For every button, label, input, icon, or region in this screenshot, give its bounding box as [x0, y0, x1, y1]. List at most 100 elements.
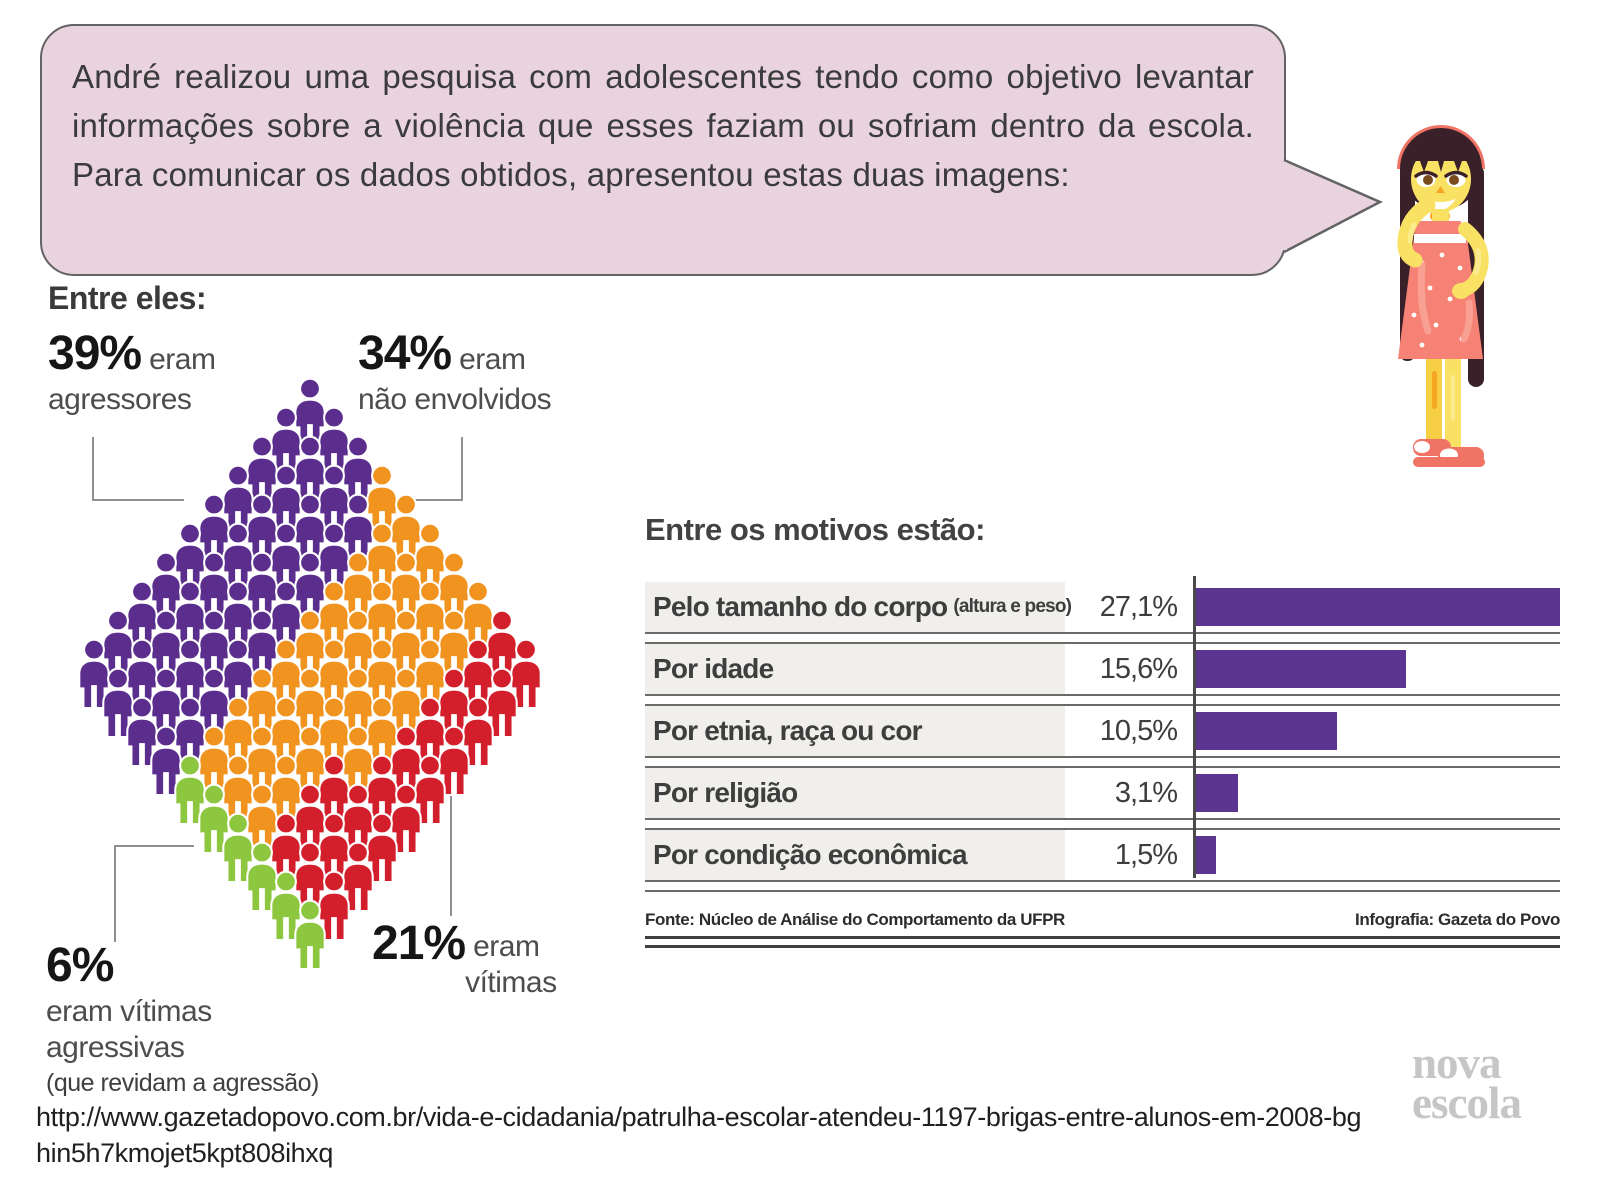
person-icon [318, 754, 350, 826]
chart-row-label-small: (altura e peso) [953, 596, 1072, 617]
person-icon [198, 725, 230, 797]
stat-vitimas-agressivas-line2: agressivas [46, 1031, 185, 1064]
person-icon [150, 551, 182, 623]
person-icon [198, 493, 230, 565]
chart-row-value: 3,1% [1114, 776, 1178, 809]
chart-row-label: Por idade [645, 644, 1065, 694]
person-icon [438, 725, 470, 797]
person-icon [174, 754, 206, 826]
person-icon [318, 696, 350, 768]
person-icon [270, 580, 302, 652]
person-icon [342, 725, 374, 797]
person-icon [294, 551, 326, 623]
nova-escola-logo: nova escola [1412, 1038, 1522, 1128]
person-icon [318, 522, 350, 594]
person-icon [294, 899, 326, 971]
stat-vitimas-agressivas-percent: 6% [46, 939, 114, 992]
stat-vitimas-name: vítimas [465, 966, 557, 999]
chart-row-barzone [1196, 706, 1560, 756]
person-icon [78, 638, 110, 710]
chart-bar [1196, 650, 1406, 688]
chart-row: Pelo tamanho do corpo (altura e peso) 27,1… [645, 582, 1560, 632]
stat-agressores: 39% eram agressores [48, 326, 216, 417]
person-icon [342, 609, 374, 681]
chart-source: Fonte: Núcleo de Análise do Comportament… [645, 910, 1065, 929]
chart-row-barzone [1196, 830, 1560, 880]
person-icon [318, 580, 350, 652]
person-icon [318, 812, 350, 884]
source-url-line2: hin5h7kmojet5kpt808ihxq [36, 1137, 334, 1168]
chart-row-separator [645, 632, 1560, 644]
person-icon [414, 522, 446, 594]
person-icon [390, 493, 422, 565]
person-icon [126, 638, 158, 710]
stat-nao-envolvidos-name: não envolvidos [358, 383, 552, 416]
person-icon [174, 638, 206, 710]
chart-row-value: 10,5% [1099, 714, 1178, 747]
chart-row-label: Por etnia, raça ou cor [645, 706, 1065, 756]
chart-footer: Fonte: Núcleo de Análise do Comportament… [645, 910, 1560, 930]
person-icon [342, 783, 374, 855]
person-icon [102, 609, 134, 681]
source-url: http://www.gazetadopovo.com.br/vida-e-ci… [36, 1100, 1376, 1171]
person-icon [342, 667, 374, 739]
stat-vitimas-word: eram [473, 930, 540, 963]
person-icon [294, 435, 326, 507]
person-icon [246, 493, 278, 565]
person-icon [366, 638, 398, 710]
connector-vitimas-agressivas [114, 845, 194, 942]
question-text: André realizou uma pesquisa com adolesce… [72, 58, 1254, 193]
person-icon [414, 696, 446, 768]
person-icon [294, 667, 326, 739]
person-icon [174, 580, 206, 652]
person-icon [366, 754, 398, 826]
stat-vitimas-percent: 21% [372, 917, 466, 970]
chart-row-label: Por condição econômica [645, 830, 1065, 880]
chart-row: Por etnia, raça ou cor 10,5% [645, 706, 1560, 756]
person-icon [486, 667, 518, 739]
chart-row-separator [645, 880, 1560, 892]
person-icon [414, 638, 446, 710]
person-icon [222, 638, 254, 710]
pictograph-heading: Entre eles: [48, 280, 207, 316]
person-icon [270, 406, 302, 478]
connector-agressores [92, 437, 184, 501]
person-icon [438, 609, 470, 681]
chart-row-barzone [1196, 768, 1560, 818]
person-icon [438, 667, 470, 739]
chart-row: Por idade 15,6% [645, 644, 1560, 694]
person-icon [318, 406, 350, 478]
stat-agressores-word: eram [149, 343, 216, 376]
chart-row-separator [645, 818, 1560, 830]
chart-row-value: 15,6% [1099, 652, 1178, 685]
person-icon [270, 870, 302, 942]
stat-nao-envolvidos-percent: 34% [358, 327, 452, 380]
person-icon [342, 551, 374, 623]
speech-bubble-tail-icon [1282, 158, 1383, 254]
chart-bar [1196, 836, 1217, 874]
person-icon [150, 667, 182, 739]
chart-row: Por condição econômica 1,5% [645, 830, 1560, 880]
person-icon [342, 841, 374, 913]
person-icon [510, 638, 542, 710]
logo-line1: nova [1412, 1038, 1502, 1088]
person-icon [126, 580, 158, 652]
person-icon [246, 783, 278, 855]
stat-vitimas-agressivas: 6% eram vítimas agressivas (que revidam … [46, 938, 319, 1098]
chart-bottom-rule [645, 936, 1560, 948]
stat-nao-envolvidos: 34% eram não envolvidos [358, 326, 552, 417]
person-icon [222, 754, 254, 826]
stat-agressores-name: agressores [48, 383, 192, 416]
person-icon [222, 696, 254, 768]
chart-row-label: Por religião [645, 768, 1065, 818]
person-icon [270, 522, 302, 594]
person-icon [270, 638, 302, 710]
person-icon [246, 435, 278, 507]
stat-nao-envolvidos-word: eram [459, 343, 526, 376]
chart-row-value: 27,1% [1099, 590, 1178, 623]
bar-chart: Entre os motivos estão: Pelo tamanho do … [645, 512, 1560, 948]
stat-vitimas-agressivas-line1: eram vítimas [46, 995, 212, 1028]
chart-row-separator [645, 694, 1560, 706]
logo-line2: escola [1412, 1077, 1522, 1128]
